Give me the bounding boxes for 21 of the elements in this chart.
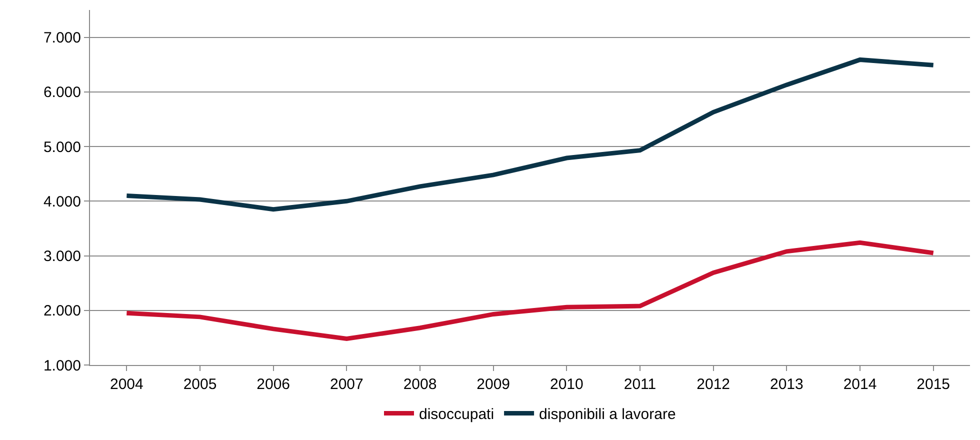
legend-label: disponibili a lavorare — [539, 406, 676, 424]
x-tick-label: 2005 — [183, 376, 217, 393]
y-tick-label: 6.000 — [43, 84, 81, 102]
y-tick-label: 4.000 — [43, 193, 81, 210]
x-tick-label: 2007 — [330, 376, 364, 393]
x-tick-label: 2013 — [770, 376, 804, 393]
y-tick-label: 7.000 — [43, 30, 81, 47]
y-tick-label: 2.000 — [43, 302, 81, 320]
x-tick-label: 2009 — [476, 376, 510, 393]
y-tick-label: 3.000 — [43, 248, 81, 266]
legend-label: disoccupati — [419, 406, 494, 424]
x-tick-label: 2010 — [550, 376, 584, 393]
y-tick-label: 5.000 — [43, 138, 81, 156]
x-tick-label: 2014 — [843, 376, 877, 393]
y-tick-label: 1.000 — [43, 357, 81, 374]
x-tick-label: 2008 — [403, 376, 437, 393]
x-tick-label: 2004 — [110, 376, 144, 393]
x-tick-label: 2012 — [696, 376, 730, 393]
x-tick-label: 2006 — [256, 376, 290, 393]
x-tick-label: 2015 — [916, 376, 950, 393]
x-tick-label: 2011 — [624, 376, 656, 393]
